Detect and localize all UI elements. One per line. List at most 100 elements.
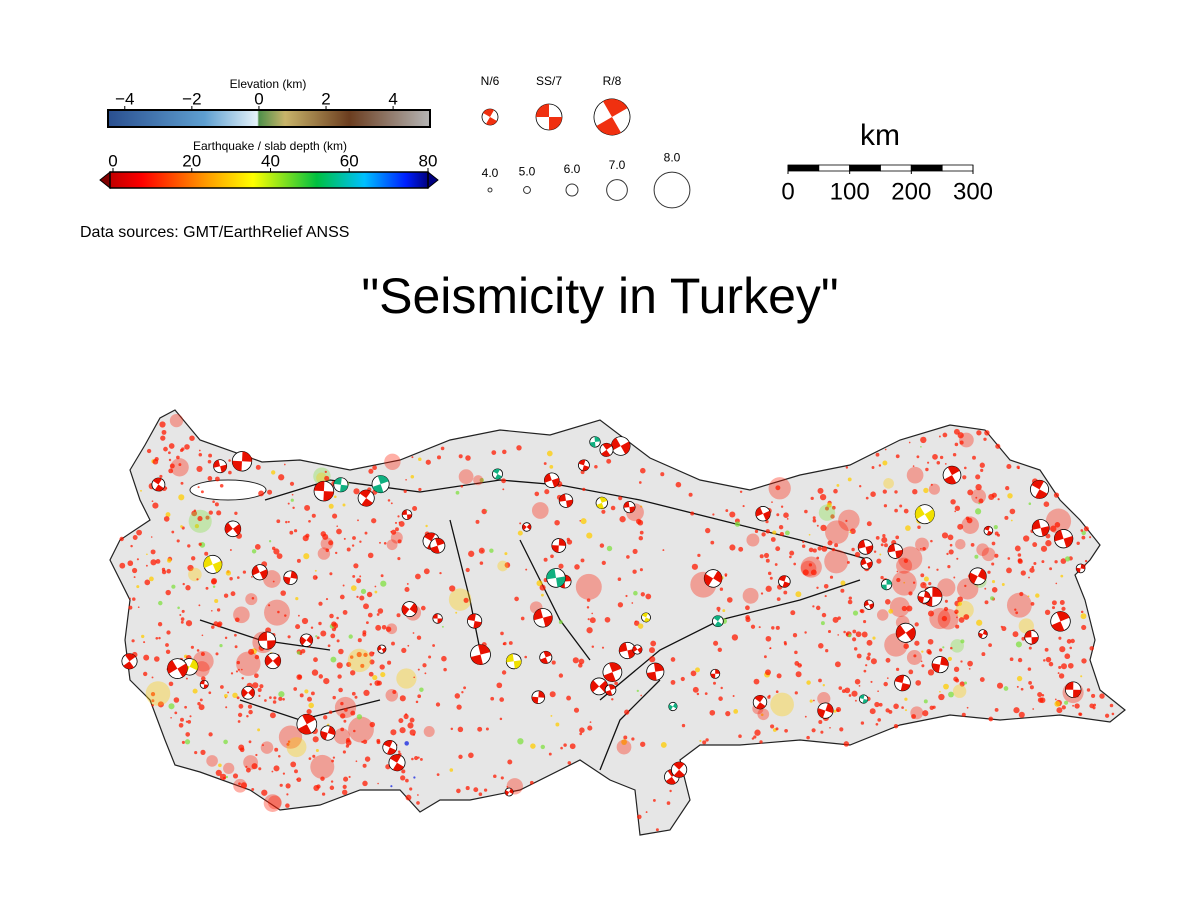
beachball-quadrant: [763, 510, 771, 521]
earthquake: [1058, 665, 1062, 669]
earthquake: [460, 485, 464, 488]
beachball-quadrant: [1024, 630, 1032, 638]
focal-mechanism: [978, 629, 988, 639]
focal-mechanism: [504, 787, 514, 797]
earthquake: [1045, 533, 1051, 539]
earthquake: [849, 531, 852, 534]
map-title: "Seismicity in Turkey": [361, 268, 838, 324]
earthquake: [846, 560, 850, 564]
focal-mechanism: [296, 713, 318, 735]
earthquake: [865, 496, 869, 500]
earthquake: [929, 607, 951, 630]
beachball-quadrant: [536, 104, 549, 117]
earthquake: [783, 512, 789, 519]
earthquake: [423, 568, 430, 575]
earthquake: [274, 747, 279, 752]
focal-mechanism: [1075, 563, 1086, 574]
earthquake: [906, 650, 922, 665]
earthquake: [540, 593, 544, 597]
earthquake: [640, 592, 645, 597]
earthquake: [198, 604, 201, 607]
earthquake: [181, 740, 185, 744]
beachball-quadrant: [641, 612, 649, 618]
earthquake: [952, 452, 957, 457]
earthquake: [963, 614, 970, 620]
earthquake: [582, 487, 586, 492]
earthquake: [1086, 688, 1091, 692]
earthquake: [601, 509, 606, 514]
earthquake: [948, 691, 954, 698]
earthquake: [177, 606, 180, 610]
beachball-quadrant: [888, 543, 896, 553]
earthquake: [294, 769, 298, 774]
earthquake: [188, 509, 212, 533]
earthquake: [1060, 574, 1064, 578]
earthquake: [1009, 657, 1014, 662]
earthquake: [311, 669, 319, 676]
earthquake: [742, 587, 759, 604]
earthquake: [875, 452, 880, 457]
earthquake: [315, 748, 319, 753]
earthquake: [248, 648, 255, 655]
earthquake: [236, 696, 240, 700]
earthquake: [875, 536, 880, 540]
earthquake: [132, 535, 138, 540]
earthquake: [775, 690, 779, 694]
earthquake: [1074, 703, 1080, 709]
earthquake: [189, 715, 192, 718]
earthquake: [285, 803, 290, 808]
earthquake: [529, 780, 534, 785]
earthquake: [927, 610, 935, 617]
earthquake: [450, 727, 454, 731]
earthquake: [479, 561, 484, 565]
earthquake: [574, 564, 580, 570]
focal-mechanism: [983, 525, 994, 536]
earthquake: [988, 643, 992, 647]
earthquake: [775, 625, 780, 630]
earthquake: [143, 671, 148, 677]
earthquake: [690, 670, 697, 677]
earthquake: [903, 508, 909, 514]
earthquake: [939, 648, 943, 652]
earthquake: [145, 564, 148, 567]
earthquake: [852, 610, 859, 616]
earthquake: [831, 505, 836, 510]
earthquake: [655, 828, 659, 832]
earthquake: [904, 697, 908, 701]
earthquake: [397, 557, 401, 561]
earthquake: [1014, 608, 1017, 611]
earthquake: [670, 657, 676, 662]
earthquake: [357, 638, 362, 643]
earthquake: [810, 569, 817, 576]
earthquake: [938, 693, 945, 701]
earthquake: [413, 676, 416, 679]
earthquake: [216, 510, 222, 516]
earthquake: [793, 562, 797, 566]
earthquake: [824, 549, 849, 574]
earthquake: [299, 693, 304, 698]
earthquake: [710, 540, 715, 545]
earthquake: [385, 626, 392, 632]
earthquake: [771, 501, 773, 503]
earthquake: [854, 551, 861, 558]
earthquake: [237, 720, 241, 723]
earthquake: [854, 678, 861, 685]
focal-mechanism: [401, 601, 418, 618]
earthquake: [704, 692, 708, 695]
earthquake: [709, 709, 716, 716]
earthquake: [720, 686, 723, 690]
beachball-quadrant: [493, 468, 500, 474]
beachball-quadrant: [509, 788, 514, 794]
earthquake: [914, 622, 919, 627]
earthquake: [360, 588, 367, 595]
earthquake: [208, 453, 213, 458]
earthquake: [376, 680, 382, 686]
earthquake: [238, 703, 244, 709]
scale-segment: [818, 164, 851, 172]
beachball-quadrant: [643, 617, 651, 622]
earthquake: [669, 789, 672, 793]
earthquake: [367, 612, 373, 618]
earthquake: [822, 684, 825, 687]
earthquake: [407, 644, 410, 647]
